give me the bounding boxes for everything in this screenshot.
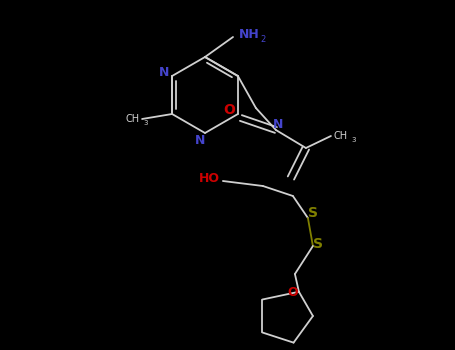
Text: N: N xyxy=(195,134,205,147)
Text: S: S xyxy=(313,237,323,251)
Text: O: O xyxy=(287,286,298,299)
Text: HO: HO xyxy=(198,173,219,186)
Text: 2: 2 xyxy=(260,35,266,44)
Text: O: O xyxy=(223,103,235,117)
Text: S: S xyxy=(308,206,318,220)
Text: NH: NH xyxy=(238,28,259,42)
Text: CH: CH xyxy=(334,131,348,141)
Text: N: N xyxy=(159,66,169,79)
Text: N: N xyxy=(273,119,283,132)
Text: CH: CH xyxy=(125,114,139,124)
Text: 3: 3 xyxy=(352,137,356,143)
Text: 3: 3 xyxy=(144,120,148,126)
